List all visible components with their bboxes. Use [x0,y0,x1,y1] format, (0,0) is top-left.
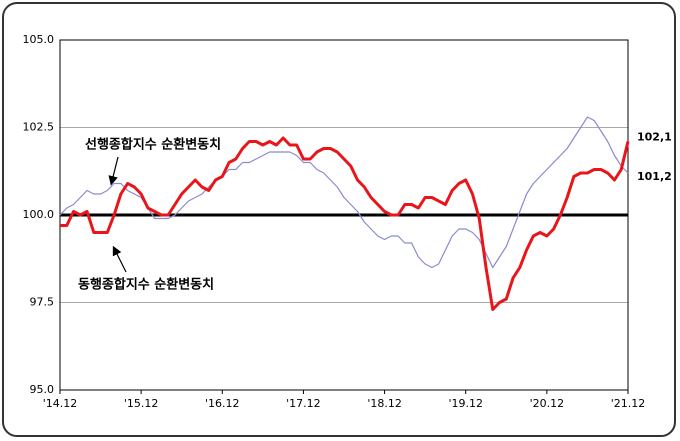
y-tick-label: 97.5 [30,296,55,309]
x-tick-label: '16.12 [205,397,240,410]
x-tick-label: '14.12 [43,397,78,410]
x-tick-label: '19.12 [448,397,483,410]
series-line [60,136,630,311]
legend-label: 선행종합지수 순환변동치 [85,137,221,153]
legend-arrow [112,245,127,273]
y-tick-label: 102.5 [23,121,55,134]
legend-label: 동행종합지수 순환변동치 [78,277,214,293]
x-tick-label: '15.12 [124,397,159,410]
x-tick-label: '18.12 [367,397,402,410]
y-tick-label: 95.0 [30,383,55,396]
x-tick-label: '21.12 [611,397,646,410]
x-tick-label: '20.12 [530,397,565,410]
legend-arrow [108,156,119,186]
x-tick-label: '17.12 [286,397,321,410]
series-line [59,116,629,269]
y-tick-label: 100.0 [23,208,55,221]
value-label: 101,2 [637,170,672,183]
value-label: 102,1 [637,131,672,144]
y-tick-label: 105.0 [23,33,55,46]
frame [2,2,676,437]
